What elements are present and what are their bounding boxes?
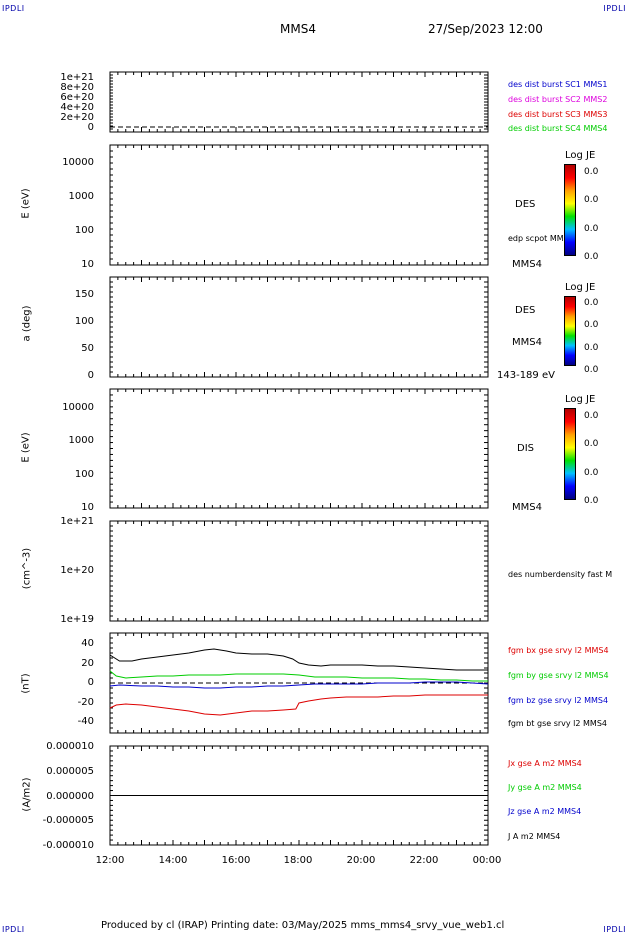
- panel3-frame: [109, 276, 489, 378]
- p7-legend-jx: Jx gse A m2 MMS4: [508, 759, 582, 768]
- p6-tick-0: 0: [87, 677, 94, 688]
- p7-legend-j: J A m2 MMS4: [508, 832, 561, 841]
- p4-tick-10000: 10000: [62, 402, 94, 413]
- p2-cb-val-2: 0.0: [584, 195, 599, 205]
- p1-tick-2e20: 2e+20: [60, 112, 94, 123]
- p1-legend-mms3: des dist burst SC3 MMS3: [508, 110, 608, 119]
- p2-side-sub: edp scpot MMS4: [508, 234, 574, 243]
- p3-tick-150: 150: [74, 289, 94, 300]
- p6-legend-bx: fgm bx gse srvy l2 MMS4: [508, 646, 609, 655]
- p3-colorbar-title: Log JE: [565, 282, 596, 293]
- p5-tick-1e19: 1e+19: [60, 614, 94, 625]
- p3-tick-100: 100: [74, 316, 94, 327]
- p2-tick-10: 10: [81, 259, 94, 270]
- p4-tick-10: 10: [81, 502, 94, 513]
- p4-cb-val-4: 0.0: [584, 496, 599, 506]
- p3-side-sub: MMS4: [512, 337, 542, 348]
- p2-tick-1000: 1000: [68, 191, 94, 202]
- footer-text: Produced by cl (IRAP) Printing date: 03/…: [101, 920, 505, 931]
- p4-colorbar: [564, 408, 576, 500]
- p2-colorbar: [564, 164, 576, 256]
- p7-legend-jy: Jy gse A m2 MMS4: [508, 783, 582, 792]
- panel5-frame: [109, 520, 489, 622]
- p6-tick-minus40: -40: [77, 716, 94, 727]
- p5-side-label: des numberdensity fast M: [508, 570, 613, 579]
- p3-side-bottom: 143-189 eV: [497, 370, 555, 381]
- p1-tick-8e20: 8e+20: [60, 82, 94, 93]
- p3-cb-val-3: 0.0: [584, 343, 599, 353]
- x-tick-2000: 20:00: [346, 855, 376, 866]
- x-tick-1400: 14:00: [158, 855, 188, 866]
- series-line-by: [109, 670, 488, 682]
- p4-cb-val-3: 0.0: [584, 468, 599, 478]
- p2-colorbar-title: Log JE: [565, 150, 596, 161]
- p2-tick-10000: 10000: [62, 157, 94, 168]
- panel4-frame: [109, 388, 489, 509]
- p3-tick-50: 50: [81, 343, 94, 354]
- p3-cb-val-1: 0.0: [584, 298, 599, 308]
- p7-tick-1: 0.000010: [46, 741, 94, 752]
- corner-mark-bottom-right: IPDLI: [603, 925, 626, 934]
- p1-legend-mms1: des dist burst SC1 MMS1: [508, 80, 608, 89]
- x-tick-0000: 00:00: [472, 855, 502, 866]
- corner-mark-bottom-left: IPDLI: [2, 925, 25, 934]
- p4-side-label: DIS: [517, 443, 534, 454]
- p2-side-label: DES: [515, 199, 536, 210]
- p4-side-bottom: MMS4: [512, 502, 542, 513]
- x-tick-1600: 16:00: [221, 855, 251, 866]
- p7-tick-4: -0.000005: [42, 815, 94, 826]
- series-line-bz: [109, 681, 489, 689]
- panel2-frame: [109, 144, 489, 266]
- spacecraft-title: MMS4: [280, 22, 316, 36]
- x-tick-1800: 18:00: [283, 855, 313, 866]
- p4-cb-val-1: 0.0: [584, 411, 599, 421]
- p6-legend-bt: fgm bt gse srvy l2 MMS4: [508, 719, 607, 728]
- p4-colorbar-title: Log JE: [565, 394, 596, 405]
- p7-tick-5: -0.000010: [42, 840, 94, 851]
- p1-legend-mms4: des dist burst SC4 MMS4: [508, 124, 608, 133]
- p2-side-bottom: MMS4: [512, 259, 542, 270]
- p3-cb-val-4: 0.0: [584, 365, 599, 375]
- p6-tick-minus20: -20: [77, 697, 94, 708]
- p1-legend-mms2: des dist burst SC2 MMS2: [508, 95, 608, 104]
- p6-tick-40: 40: [81, 638, 94, 649]
- p3-colorbar: [564, 296, 576, 366]
- p1-tick-4e20: 4e+20: [60, 102, 94, 113]
- p3-tick-0: 0: [87, 370, 94, 381]
- p3-cb-val-2: 0.0: [584, 320, 599, 330]
- p5-tick-1e21: 1e+21: [60, 516, 94, 527]
- p5-tick-1e20: 1e+20: [60, 565, 94, 576]
- p1-tick-1e21: 1e+21: [60, 72, 94, 83]
- datetime-title: 27/Sep/2023 12:00: [428, 22, 543, 36]
- series-line-bt: [109, 648, 488, 671]
- p2-cb-val-4: 0.0: [584, 252, 599, 262]
- p7-tick-3: 0.000000: [46, 791, 94, 802]
- series-line-bx: [109, 694, 488, 716]
- p2-cb-val-1: 0.0: [584, 167, 599, 177]
- p2-cb-val-3: 0.0: [584, 224, 599, 234]
- p3-side-label: DES: [515, 305, 536, 316]
- p7-tick-2: 0.000005: [46, 766, 94, 777]
- p6-legend-by: fgm by gse srvy l2 MMS4: [508, 671, 609, 680]
- p4-cb-val-2: 0.0: [584, 439, 599, 449]
- p6-tick-20: 20: [81, 658, 94, 669]
- p1-tick-0: 0: [87, 122, 94, 133]
- p4-tick-100: 100: [74, 469, 94, 480]
- p2-tick-100: 100: [74, 225, 94, 236]
- p1-tick-6e20: 6e+20: [60, 92, 94, 103]
- x-tick-1200: 12:00: [95, 855, 125, 866]
- p6-legend-bz: fgm bz gse srvy l2 MMS4: [508, 696, 609, 705]
- p4-tick-1000: 1000: [68, 435, 94, 446]
- x-tick-2200: 22:00: [409, 855, 439, 866]
- panel1-frame: [109, 71, 489, 133]
- corner-mark-left: IPDLI: [2, 4, 25, 13]
- corner-mark-right: IPDLI: [603, 4, 626, 13]
- p7-legend-jz: Jz gse A m2 MMS4: [508, 807, 582, 816]
